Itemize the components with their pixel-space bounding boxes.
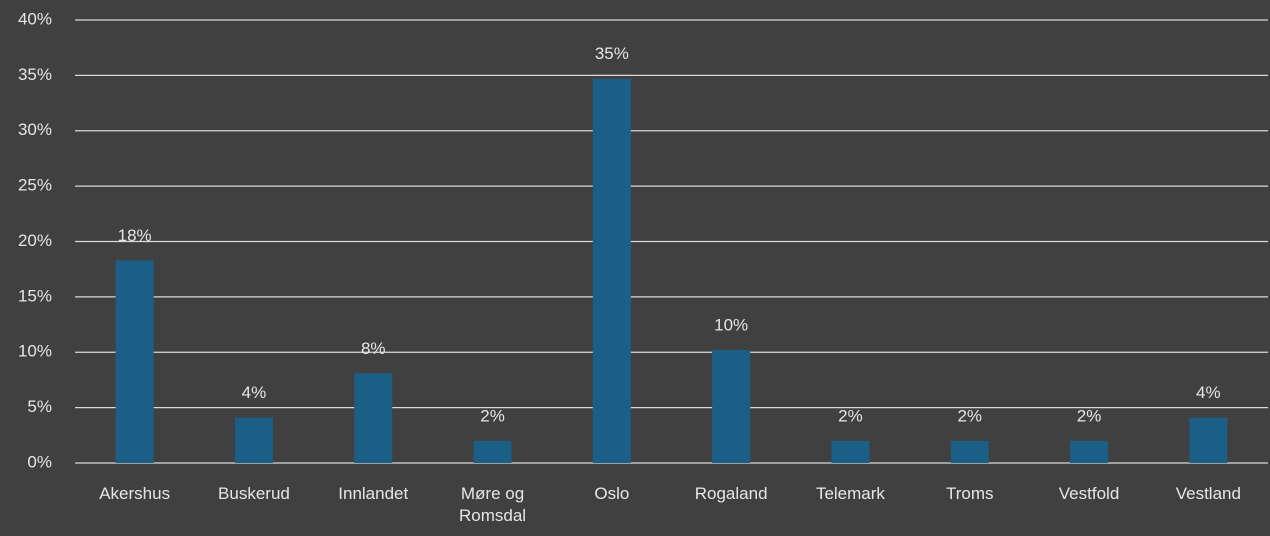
y-tick-label: 20%	[18, 231, 52, 250]
value-label: 2%	[957, 406, 982, 425]
x-tick-label: Møre og Romsdal	[458, 484, 527, 525]
x-tick-label: Vestfold	[1058, 484, 1120, 503]
bar	[234, 417, 273, 463]
value-label: 4%	[242, 383, 267, 402]
x-tick-label: Innlandet	[338, 484, 409, 503]
bar	[473, 440, 512, 463]
x-tick-label: Telemark	[815, 484, 885, 503]
value-label: 2%	[838, 406, 863, 425]
x-tick-label: Buskerud	[218, 484, 290, 503]
y-tick-label: 30%	[18, 120, 52, 139]
y-tick-label: 25%	[18, 176, 52, 195]
x-tick-label: Troms	[945, 484, 994, 503]
bar	[1070, 440, 1109, 463]
x-tick-label: Vestland	[1175, 484, 1241, 503]
bar	[712, 350, 751, 463]
x-tick-label: Oslo	[594, 484, 630, 503]
y-tick-label: 5%	[27, 397, 52, 416]
value-label: 4%	[1196, 383, 1221, 402]
bar	[115, 260, 154, 463]
value-label: 35%	[595, 44, 629, 63]
y-tick-label: 0%	[27, 452, 52, 471]
y-tick-label: 40%	[18, 9, 52, 28]
value-label: 2%	[1077, 406, 1102, 425]
bar	[950, 440, 989, 463]
x-tick-label: Akershus	[99, 484, 171, 503]
bar	[592, 78, 631, 463]
y-tick-label: 10%	[18, 342, 52, 361]
value-label: 8%	[361, 339, 386, 358]
y-tick-label: 35%	[18, 65, 52, 84]
value-label: 2%	[480, 406, 505, 425]
value-label: 10%	[714, 316, 748, 335]
bar	[831, 440, 870, 463]
x-tick-label: Rogaland	[694, 484, 768, 503]
bar	[354, 373, 393, 463]
value-label: 18%	[118, 226, 152, 245]
bar	[1189, 417, 1228, 463]
y-tick-label: 15%	[18, 286, 52, 305]
